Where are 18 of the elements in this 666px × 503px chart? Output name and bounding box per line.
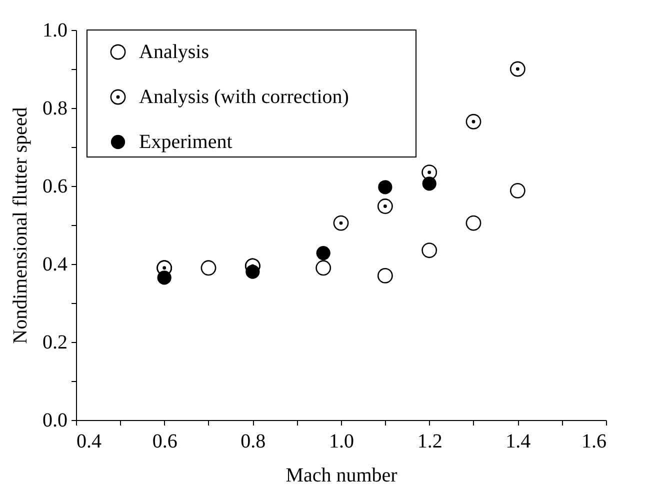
y-tick-label: 0.2 xyxy=(42,332,68,354)
x-tick-label: 1.2 xyxy=(417,430,442,452)
x-tick-label: 0.6 xyxy=(152,430,178,452)
x-tick-label: 0.4 xyxy=(76,430,102,452)
x-tick-label: 0.8 xyxy=(240,430,266,452)
legend-label: Analysis xyxy=(139,41,210,63)
y-tick-label: 0.0 xyxy=(42,410,68,432)
x-tick-label: 1.6 xyxy=(582,430,606,452)
x-axis-title: Mach number xyxy=(286,464,398,486)
legend-label: Experiment xyxy=(139,131,233,153)
y-tick-label: 0.6 xyxy=(42,176,68,198)
x-tick-label: 1.0 xyxy=(329,430,354,452)
y-axis-title: Nondimensional flutter speed xyxy=(10,107,32,344)
x-tick-label: 1.4 xyxy=(506,430,531,452)
legend-label: Analysis (with correction) xyxy=(139,86,349,108)
y-tick-label: 1.0 xyxy=(42,20,68,42)
y-tick-label: 0.4 xyxy=(42,254,68,276)
y-tick-label: 0.8 xyxy=(42,98,68,120)
